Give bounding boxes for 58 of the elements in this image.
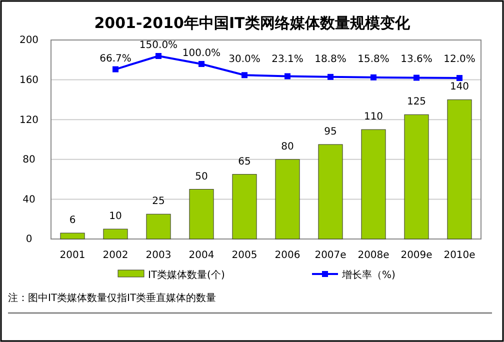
x-tick-label: 2004 [188, 250, 214, 262]
y-tick-label: 160 [19, 75, 39, 86]
y-tick-label: 80 [22, 154, 36, 166]
y-tick-label: 120 [19, 114, 39, 126]
data-label: 125 [406, 96, 426, 108]
y-tick-label: 0 [26, 234, 32, 246]
x-tick-label: 2010e [444, 250, 476, 262]
data-label: 12.0% [444, 54, 476, 65]
data-label: 30.0% [228, 54, 260, 65]
data-label: 140 [450, 82, 470, 93]
bar [447, 99, 472, 240]
point [370, 74, 376, 80]
data-label: 65 [238, 156, 251, 168]
x-tick-label: 2006 [274, 250, 300, 262]
point [242, 72, 248, 78]
point [284, 73, 290, 80]
point [156, 53, 162, 59]
bar [361, 129, 386, 240]
x-tick-label: 2003 [146, 250, 172, 262]
bar [103, 228, 128, 240]
bar [318, 144, 343, 240]
data-label: 25 [152, 196, 165, 208]
point [198, 60, 204, 67]
data-label: 50 [195, 171, 208, 182]
bar [404, 114, 429, 240]
data-label: 18.8% [314, 54, 346, 65]
x-tick-label: 2005 [232, 250, 258, 262]
data-label: 110 [364, 112, 384, 123]
point [112, 66, 118, 72]
x-tick-label: 2008e [358, 250, 390, 262]
data-label: 15.8% [358, 54, 390, 65]
legend-label: IT类媒体数量(个) [148, 269, 225, 281]
data-label: 10 [109, 211, 122, 222]
data-label: 95 [324, 126, 337, 138]
bar [146, 214, 171, 240]
data-label: 66.7% [100, 53, 132, 64]
y-tick-label: 40 [22, 194, 36, 206]
data-label: 150.0% [139, 40, 178, 51]
text: 注：图中IT类媒体数量仅指IT类垂直媒体的数量 [8, 292, 216, 304]
data-label: 23.1% [272, 54, 304, 65]
point [328, 74, 334, 80]
chart-title: 2001-2010年中国IT类网络媒体数量规模变化 [94, 14, 411, 32]
point [414, 74, 420, 81]
bar [275, 159, 300, 240]
data-label: 100.0% [182, 48, 221, 59]
x-tick-label: 2001 [60, 250, 86, 262]
data-label: 80 [281, 141, 294, 152]
x-tick-label: 2007e [314, 250, 346, 262]
x-tick-label: 2002 [102, 250, 128, 262]
y-tick-label: 200 [19, 35, 39, 46]
data-label: 6 [69, 215, 76, 226]
bar [232, 174, 257, 240]
bar [189, 189, 214, 240]
data-label: 13.6% [400, 54, 432, 65]
legend-label: 增长率（%) [341, 269, 396, 281]
point [456, 75, 462, 81]
x-tick-label: 2009e [400, 250, 432, 262]
bar [60, 232, 85, 240]
